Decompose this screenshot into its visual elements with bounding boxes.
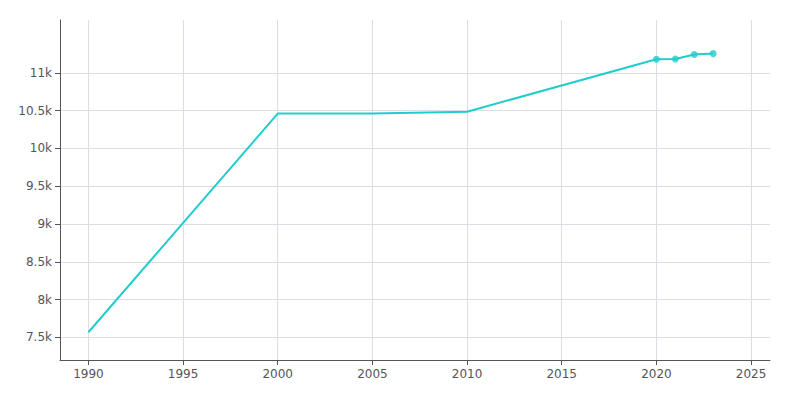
svg-text:2015: 2015 xyxy=(546,367,577,381)
svg-text:9k: 9k xyxy=(37,217,52,231)
svg-text:10.5k: 10.5k xyxy=(18,104,52,118)
svg-text:2010: 2010 xyxy=(452,367,483,381)
svg-text:1990: 1990 xyxy=(73,367,104,381)
svg-text:9.5k: 9.5k xyxy=(26,179,52,193)
svg-text:10k: 10k xyxy=(30,141,52,155)
svg-text:11k: 11k xyxy=(30,66,52,80)
svg-text:8k: 8k xyxy=(37,293,52,307)
svg-text:7.5k: 7.5k xyxy=(26,330,52,344)
svg-text:1995: 1995 xyxy=(168,367,199,381)
svg-text:2025: 2025 xyxy=(736,367,767,381)
svg-text:8.5k: 8.5k xyxy=(26,255,52,269)
svg-text:2000: 2000 xyxy=(262,367,293,381)
svg-text:2005: 2005 xyxy=(357,367,388,381)
svg-text:2020: 2020 xyxy=(641,367,672,381)
